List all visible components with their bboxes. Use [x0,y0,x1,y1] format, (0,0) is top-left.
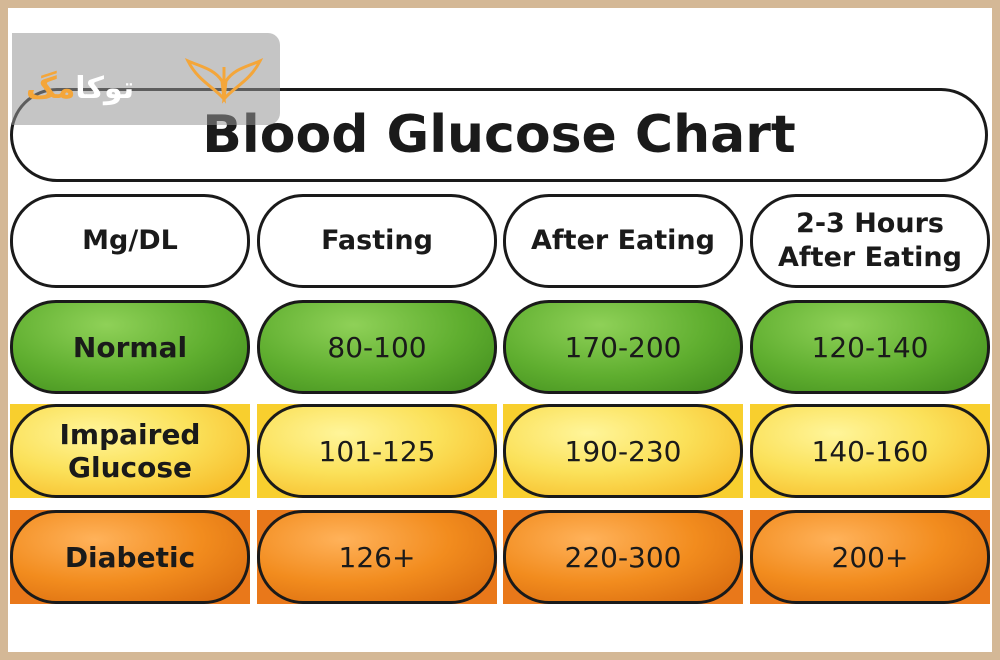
watermark-text-main: توکا [75,71,135,106]
table-cell: 140-160 [750,404,990,498]
column-header: 2-3 Hours After Eating [750,194,990,288]
table-cell: 200+ [750,510,990,604]
watermark-text: توکامگ [26,71,226,106]
wings-logo-icon [184,58,264,104]
table-cell: 101-125 [257,404,497,498]
table-cell: 190-230 [503,404,743,498]
table-cell: 220-300 [503,510,743,604]
row-label: Impaired Glucose [10,404,250,498]
column-header: Fasting [257,194,497,288]
table-cell: 80-100 [257,300,497,394]
row-label: Diabetic [10,510,250,604]
column-header: After Eating [503,194,743,288]
table-cell: 170-200 [503,300,743,394]
row-label: Normal [10,300,250,394]
watermark: توکامگ [12,33,280,125]
watermark-text-accent: مگ [26,71,76,106]
table-cell: 120-140 [750,300,990,394]
column-header: Mg/DL [10,194,250,288]
table-cell: 126+ [257,510,497,604]
